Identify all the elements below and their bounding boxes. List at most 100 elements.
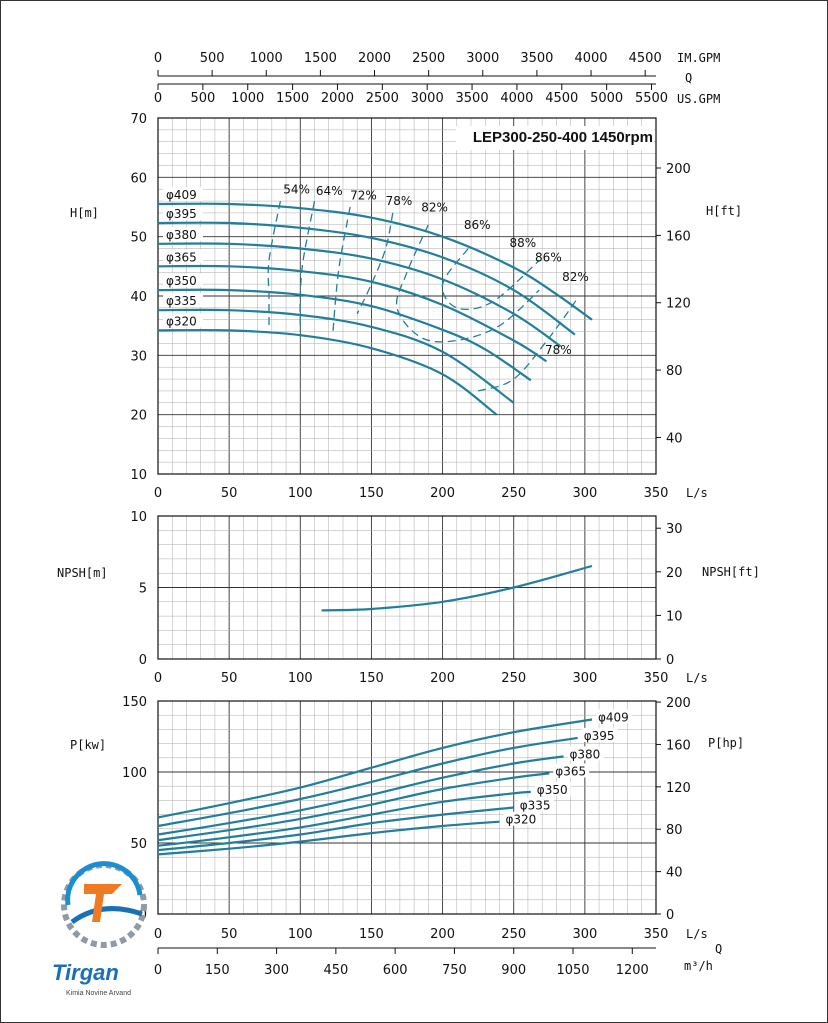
efficiency-label: 82% — [421, 201, 448, 215]
power-curve-label: φ395 — [584, 729, 615, 743]
y-axis-label: H[m] — [70, 206, 99, 220]
m3h-tick-label: 450 — [323, 963, 348, 978]
head-curve — [157, 202, 593, 321]
usgpm-label: US.GPM — [677, 92, 720, 106]
y2-tick-label: 40 — [666, 431, 683, 446]
logo-wordmark: Tirgan — [52, 960, 119, 985]
power-curve — [157, 718, 593, 819]
y2-tick-label: 0 — [666, 653, 674, 668]
power-curve — [157, 736, 578, 828]
y2-tick-label: 160 — [666, 229, 691, 244]
q-label: Q — [685, 71, 692, 85]
q-label-bottom: Q — [715, 942, 722, 956]
y2-axis-label: H[ft] — [706, 204, 742, 218]
x-tick-label: 150 — [359, 486, 384, 501]
y-tick-label: 10 — [130, 510, 147, 525]
usgpm-tick-label: 4000 — [500, 91, 533, 106]
m3h-tick-label: 150 — [205, 963, 230, 978]
y-tick-label: 50 — [130, 837, 147, 852]
y-tick-label: 10 — [130, 468, 147, 483]
y2-tick-label: 160 — [666, 738, 691, 753]
efficiency-label: 72% — [350, 188, 377, 202]
efficiency-line — [477, 295, 580, 392]
x-tick-label: 250 — [501, 671, 526, 686]
curve-label-bg — [163, 187, 203, 202]
imgpm-tick-label: 1500 — [304, 51, 337, 66]
y2-tick-label: 80 — [666, 823, 683, 838]
head-curve — [157, 221, 576, 336]
usgpm-tick-label: 500 — [190, 91, 215, 106]
y-tick-label: 0 — [139, 653, 147, 668]
m3h-tick-label: 750 — [442, 963, 467, 978]
efficiency-line — [332, 206, 351, 332]
efficiency-label: 78% — [545, 343, 572, 357]
curve-label-bg — [503, 811, 540, 826]
power-curve-label: φ365 — [555, 764, 586, 778]
y2-tick-label: 40 — [666, 866, 683, 881]
y-tick-label: 30 — [130, 349, 147, 364]
plot-border — [157, 515, 657, 660]
m3h-tick-label: 600 — [383, 963, 408, 978]
y-tick-label: 50 — [130, 231, 147, 246]
efficiency-label: 88% — [509, 236, 536, 250]
y2-tick-label: 120 — [666, 781, 691, 796]
head-curve-label: φ320 — [166, 314, 197, 328]
x-tick-label: 300 — [572, 927, 597, 942]
head-curve-label: φ380 — [166, 228, 197, 242]
y-tick-label: 5 — [139, 582, 147, 597]
usgpm-tick-label: 1500 — [276, 91, 309, 106]
npsh-curve — [321, 564, 593, 612]
power-curve-label: φ350 — [537, 783, 568, 797]
power-curve — [157, 755, 564, 836]
x-axis-label: L/s — [686, 486, 708, 500]
efficiency-line — [356, 212, 394, 315]
y2-axis-label: P[hp] — [708, 736, 744, 750]
imgpm-tick-label: 1000 — [250, 51, 283, 66]
head-panel: 10 20 30 40 50 60 70 40 80 120 160 200 0 50 100 150 200 2… — [70, 112, 742, 501]
usgpm-tick-label: 3500 — [456, 91, 489, 106]
y2-axis-label: NPSH[ft] — [702, 565, 760, 579]
y2-tick-label: 80 — [666, 364, 683, 379]
power-curve — [157, 790, 531, 847]
m3h-tick-label: 900 — [501, 963, 526, 978]
power-curve — [157, 772, 550, 842]
usgpm-tick-label: 0 — [154, 91, 162, 106]
m3h-tick-label: 300 — [264, 963, 289, 978]
head-curve — [157, 264, 547, 363]
y2-tick-label: 200 — [666, 162, 691, 177]
x-tick-label: 250 — [501, 927, 526, 942]
head-curve — [157, 288, 532, 382]
power-curve-label: φ380 — [570, 747, 601, 761]
efficiency-label: 64% — [316, 184, 343, 198]
plot-border — [157, 700, 657, 915]
curve-label-bg — [517, 797, 554, 812]
tirgan-logo: Tirgan Kimia Novine Arvand — [52, 861, 147, 997]
imgpm-label: IM.GPM — [677, 51, 720, 65]
plot-border — [157, 117, 657, 475]
efficiency-label: 78% — [386, 194, 413, 208]
x-tick-label: 50 — [221, 927, 238, 942]
logo-subtitle: Kimia Novine Arvand — [66, 990, 131, 997]
m3h-tick-label: 1200 — [616, 963, 649, 978]
curve-label-bg — [567, 746, 604, 761]
y-tick-label: 100 — [122, 766, 147, 781]
x-tick-label: 150 — [359, 671, 384, 686]
curve-label-bg — [595, 709, 632, 724]
curve-label-bg — [163, 206, 203, 221]
y-tick-label: 20 — [130, 409, 147, 424]
efficiency-line — [299, 200, 316, 332]
x-axis-label: L/s — [686, 927, 708, 941]
usgpm-tick-label: 5000 — [590, 91, 623, 106]
curve-label-bg — [581, 727, 618, 742]
y-axis-label: P[kw] — [70, 738, 106, 752]
imgpm-tick-label: 0 — [154, 51, 162, 66]
power-curve-label: φ320 — [505, 813, 536, 827]
x-tick-label: 350 — [644, 927, 669, 942]
x-tick-label: 0 — [154, 486, 162, 501]
head-curve-label: φ395 — [166, 207, 197, 221]
efficiency-label: 54% — [283, 182, 310, 196]
imgpm-tick-label: 4500 — [629, 51, 662, 66]
y2-tick-label: 0 — [666, 908, 674, 923]
